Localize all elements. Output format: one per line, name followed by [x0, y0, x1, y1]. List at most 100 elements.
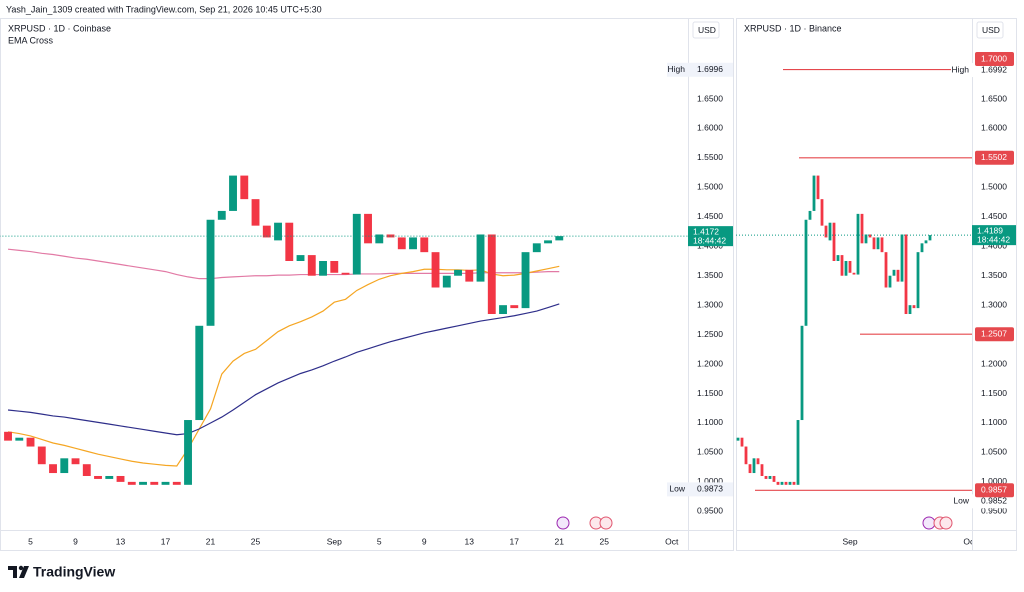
- left-panel: [0, 18, 734, 551]
- candle-body: [740, 437, 744, 447]
- right-currency-box[interactable]: [976, 21, 1004, 39]
- left-events[interactable]: [556, 516, 613, 530]
- last-price-box: [688, 226, 733, 247]
- candle-body: [217, 210, 226, 220]
- candle-body: [792, 481, 796, 485]
- candle-body: [864, 234, 868, 244]
- candle-body: [274, 222, 282, 241]
- left-currency-box[interactable]: [692, 21, 720, 39]
- candle-body: [127, 481, 136, 485]
- last-price-box: [972, 225, 1016, 246]
- y-tick-label: 0.9500: [981, 506, 1007, 516]
- y-tick-label: 1.1500: [697, 388, 723, 398]
- right-events[interactable]: [922, 516, 953, 530]
- candle-body: [744, 446, 748, 465]
- candle-body: [816, 175, 820, 200]
- y-tick-label: 1.3000: [981, 299, 1007, 309]
- low-value: 0.9852: [981, 496, 1007, 506]
- x-tick-label: Oct: [963, 536, 977, 546]
- y-tick-label: 1.1500: [981, 388, 1007, 398]
- event-icon[interactable]: [599, 516, 613, 530]
- candle-body: [856, 213, 860, 275]
- left-legend: XRPUSD · 1D · Coinbase: [8, 23, 111, 33]
- y-tick-label: 1.3000: [697, 299, 723, 309]
- candle-body: [431, 252, 440, 288]
- y-tick-label: 1.2000: [981, 358, 1007, 368]
- candle-body: [476, 234, 485, 282]
- candle-body: [307, 255, 316, 276]
- candle-body: [812, 175, 816, 211]
- high-value: 1.6992: [981, 64, 1007, 74]
- x-tick-label: 13: [116, 536, 126, 546]
- candle-body: [251, 199, 260, 226]
- candle-body: [780, 481, 784, 485]
- low-box: [972, 494, 1016, 509]
- candle-body: [928, 235, 932, 241]
- low-value: 0.9873: [697, 484, 723, 494]
- high-box: [667, 62, 733, 77]
- y-tick-label: 1.3500: [697, 270, 723, 280]
- x-tick-label: 5: [377, 536, 382, 546]
- price-line-label: 1.2507: [981, 328, 1007, 338]
- candle-body: [521, 252, 530, 309]
- candle-body: [532, 243, 541, 253]
- candle-body: [420, 237, 429, 253]
- candle-body: [82, 464, 91, 476]
- event-icon[interactable]: [556, 516, 570, 530]
- x-tick-label: 17: [161, 536, 171, 546]
- candle-body: [352, 213, 361, 275]
- candle-body: [364, 213, 372, 244]
- candle-body: [876, 237, 880, 250]
- ema-line: [7, 303, 560, 436]
- last-price: 1.4189: [977, 225, 1003, 235]
- candle-body: [71, 458, 80, 465]
- candle-body: [844, 260, 848, 276]
- price-line-box: [975, 327, 1014, 342]
- candle-body: [860, 213, 864, 244]
- candle-body: [764, 475, 768, 479]
- candle-body: [262, 225, 271, 238]
- event-icon[interactable]: [939, 516, 953, 530]
- right-plot: Sep Oct: [736, 68, 977, 546]
- candle-body: [852, 272, 856, 275]
- candle-body: [760, 464, 764, 476]
- price-line-label: 0.9857: [981, 485, 1007, 495]
- price-axes: 0.9500 1.0000 1.0500 1.1000 1.1500 1.2000 1.25…: [667, 52, 1016, 516]
- candle-body: [804, 219, 808, 326]
- candle-body: [454, 269, 462, 276]
- candle-body: [768, 475, 772, 479]
- candle-body: [796, 420, 800, 485]
- candle-body: [184, 420, 192, 485]
- candle-body: [510, 305, 519, 309]
- price-line-box: [975, 150, 1014, 165]
- candle-body: [872, 237, 876, 250]
- candle-body: [442, 275, 451, 288]
- high-tag: High: [668, 64, 686, 74]
- candle-body: [240, 175, 249, 200]
- candle-body: [908, 305, 912, 315]
- candle-body: [49, 464, 57, 474]
- countdown: 18:44:42: [693, 235, 726, 245]
- candle-body: [150, 481, 159, 485]
- y-tick-label: 1.4500: [697, 211, 723, 221]
- candle-body: [105, 475, 114, 479]
- candle-body: [904, 234, 908, 315]
- candle-body: [139, 481, 147, 485]
- y-tick-label: 1.4500: [981, 211, 1007, 221]
- x-tick-label: Oct: [665, 536, 679, 546]
- candle-body: [544, 240, 552, 244]
- x-tick-label: 21: [206, 536, 216, 546]
- candle-body: [161, 481, 170, 485]
- low-tag-box: [951, 494, 972, 509]
- y-tick-label: 1.2000: [697, 358, 723, 368]
- candle-body: [756, 458, 760, 465]
- x-tick-label: 13: [465, 536, 475, 546]
- candle-body: [880, 237, 884, 253]
- candle-body: [94, 475, 102, 479]
- event-icon[interactable]: [922, 516, 936, 530]
- candle-body: [386, 234, 395, 238]
- candle-body: [788, 481, 792, 485]
- candle-body: [808, 210, 812, 220]
- x-tick-label: 9: [73, 536, 78, 546]
